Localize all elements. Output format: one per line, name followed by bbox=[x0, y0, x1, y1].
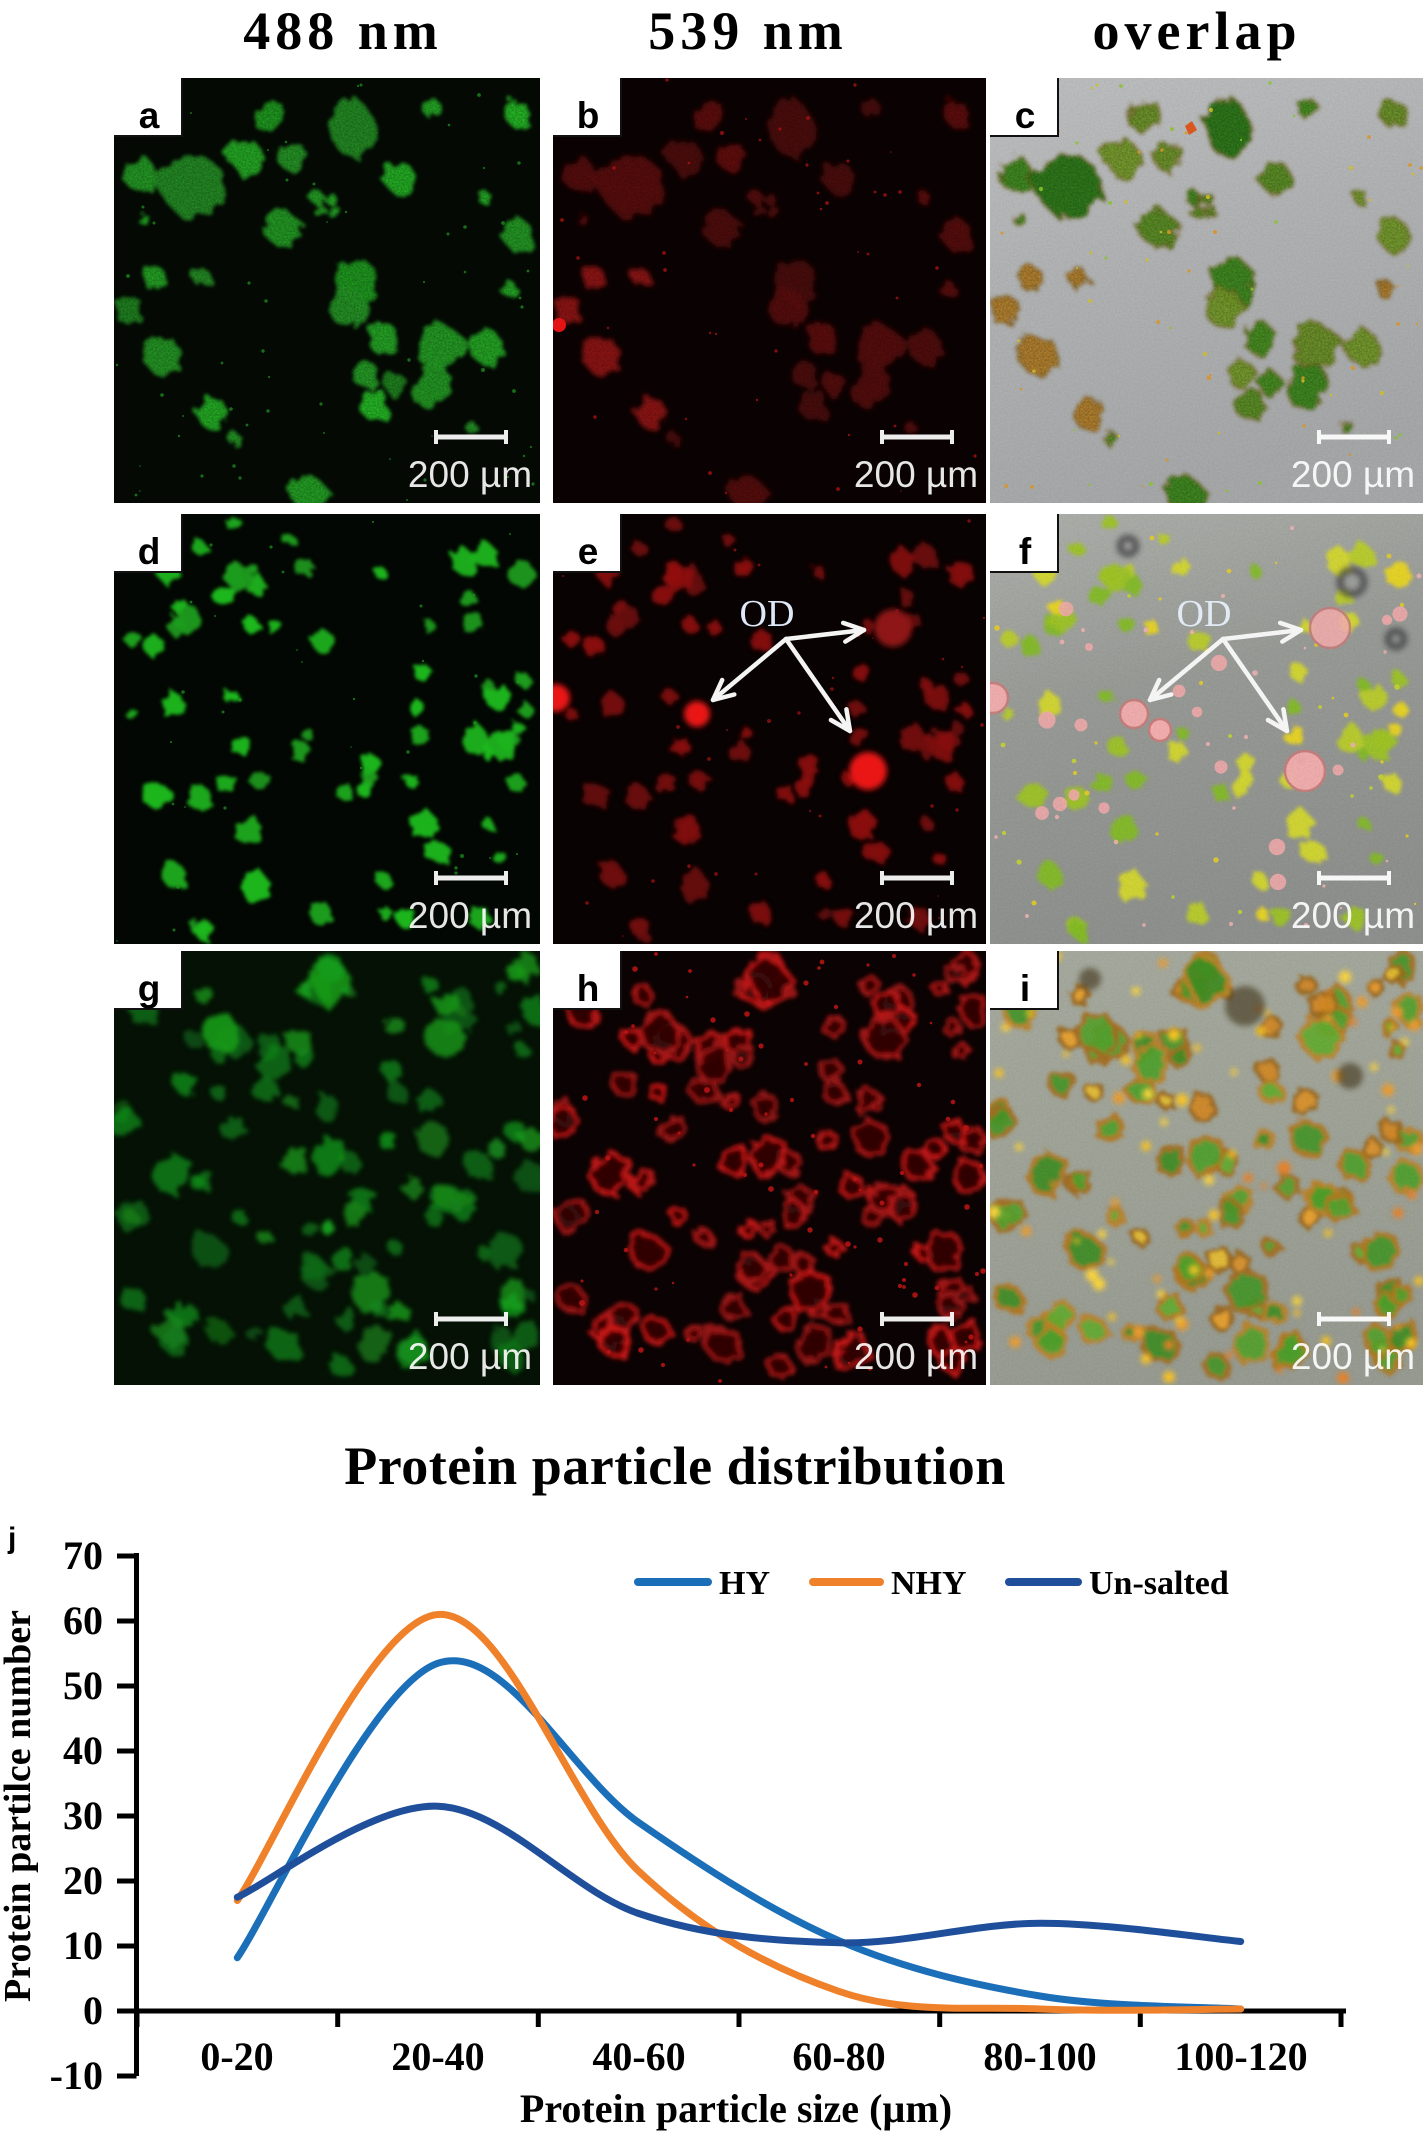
svg-text:200 µm: 200 µm bbox=[854, 895, 978, 936]
svg-text:h: h bbox=[577, 968, 600, 1009]
svg-text:Protein particle size (µm): Protein particle size (µm) bbox=[520, 2086, 952, 2131]
svg-text:HY: HY bbox=[719, 1565, 770, 1602]
svg-text:-10: -10 bbox=[50, 2053, 103, 2098]
svg-text:200 µm: 200 µm bbox=[854, 454, 978, 495]
svg-text:200 µm: 200 µm bbox=[1291, 895, 1415, 936]
svg-text:80-100: 80-100 bbox=[983, 2034, 1096, 2079]
svg-text:Protein particle distribution: Protein particle distribution bbox=[344, 1436, 1005, 1496]
svg-text:200 µm: 200 µm bbox=[1291, 1336, 1415, 1377]
svg-text:OD: OD bbox=[740, 593, 795, 635]
svg-text:f: f bbox=[1019, 531, 1032, 572]
svg-text:NHY: NHY bbox=[891, 1565, 967, 1602]
svg-text:c: c bbox=[1015, 95, 1036, 136]
svg-text:0-20: 0-20 bbox=[200, 2034, 273, 2079]
svg-text:g: g bbox=[138, 968, 161, 1009]
svg-text:200 µm: 200 µm bbox=[854, 1336, 978, 1377]
svg-text:10: 10 bbox=[63, 1923, 103, 1968]
svg-text:e: e bbox=[578, 531, 599, 572]
svg-text:60: 60 bbox=[63, 1598, 103, 1643]
svg-text:i: i bbox=[1020, 968, 1030, 1009]
svg-text:j: j bbox=[7, 1522, 16, 1555]
svg-text:Un-salted: Un-salted bbox=[1089, 1565, 1229, 1602]
svg-text:70: 70 bbox=[63, 1533, 103, 1578]
svg-text:40: 40 bbox=[63, 1728, 103, 1773]
svg-text:200 µm: 200 µm bbox=[408, 454, 532, 495]
svg-text:30: 30 bbox=[63, 1793, 103, 1838]
svg-text:a: a bbox=[139, 95, 160, 136]
svg-text:200 µm: 200 µm bbox=[408, 895, 532, 936]
svg-text:b: b bbox=[577, 95, 600, 136]
svg-text:d: d bbox=[138, 531, 161, 572]
svg-text:0: 0 bbox=[83, 1988, 103, 2033]
svg-text:60-80: 60-80 bbox=[792, 2034, 885, 2079]
svg-text:Protein partilce number: Protein partilce number bbox=[0, 1610, 39, 2002]
svg-text:200 µm: 200 µm bbox=[408, 1336, 532, 1377]
svg-text:50: 50 bbox=[63, 1663, 103, 1708]
svg-text:OD: OD bbox=[1177, 593, 1232, 635]
svg-text:20-40: 20-40 bbox=[391, 2034, 484, 2079]
svg-text:40-60: 40-60 bbox=[592, 2034, 685, 2079]
svg-text:200 µm: 200 µm bbox=[1291, 454, 1415, 495]
svg-text:100-120: 100-120 bbox=[1174, 2034, 1307, 2079]
svg-text:20: 20 bbox=[63, 1858, 103, 1903]
